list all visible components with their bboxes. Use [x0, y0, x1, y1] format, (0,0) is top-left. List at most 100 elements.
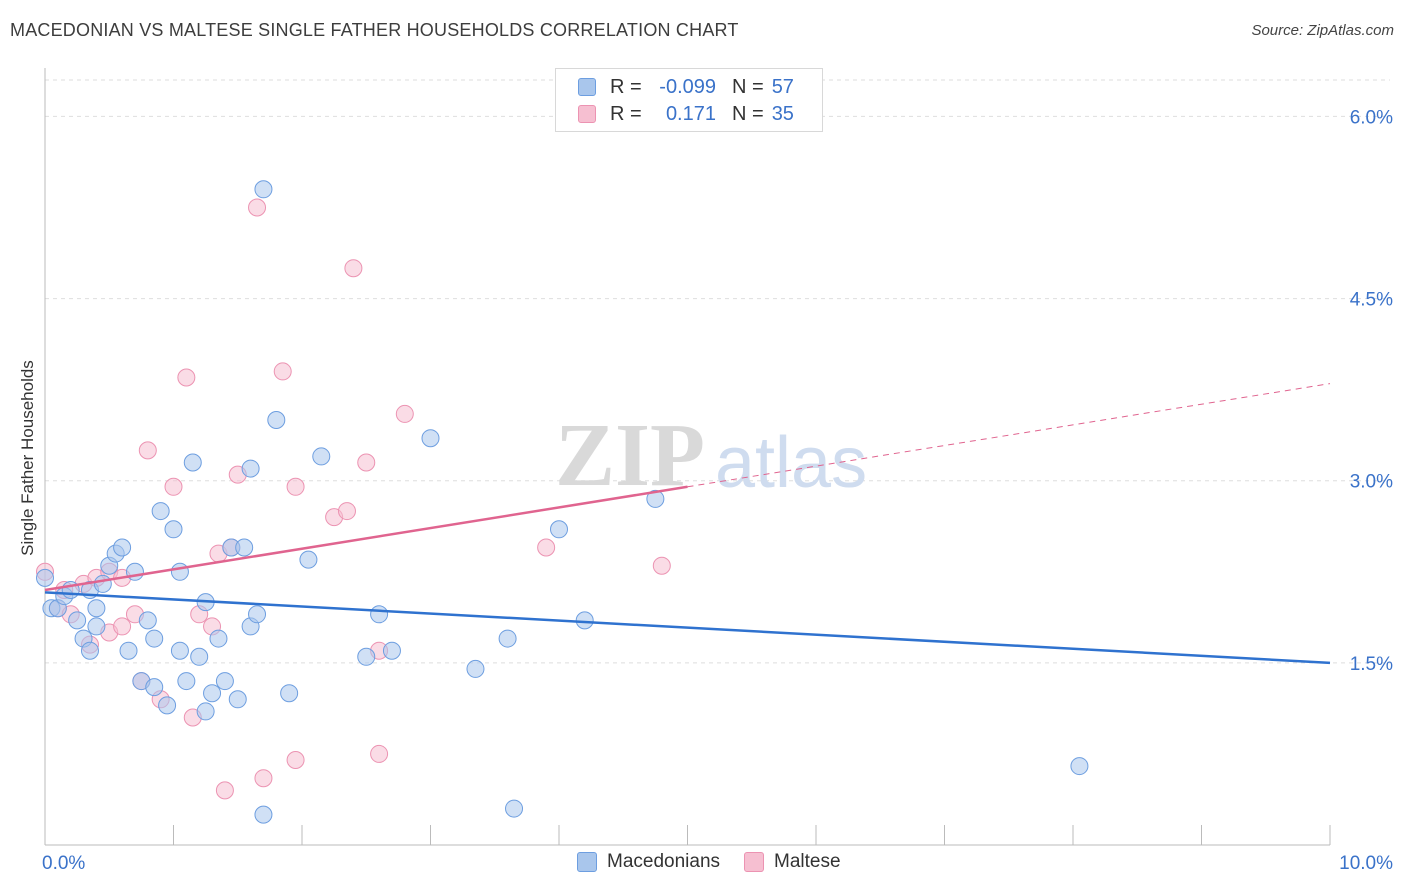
point-macedonians	[196, 702, 215, 721]
point-macedonians	[505, 799, 524, 818]
point-macedonians	[113, 538, 132, 557]
point-macedonians	[299, 550, 318, 569]
watermark-atlas: atlas	[715, 423, 867, 503]
point-maltese	[652, 556, 671, 575]
y-axis-label: Single Father Households	[18, 360, 37, 556]
point-macedonians	[421, 429, 440, 448]
legend-swatch-maltese	[744, 852, 765, 872]
axes	[44, 68, 1331, 846]
point-macedonians	[1070, 757, 1089, 776]
watermark-zip: ZIP	[555, 406, 705, 505]
point-macedonians	[170, 641, 189, 660]
legend-r-value: -0.099	[659, 75, 716, 98]
legend-swatch-macedonians	[577, 852, 597, 872]
point-macedonians	[138, 611, 157, 630]
point-macedonians	[87, 617, 106, 636]
x-tick-label: 10.0%	[1339, 853, 1393, 874]
legend-n-value: 35	[771, 102, 794, 125]
point-macedonians	[646, 489, 665, 508]
point-macedonians	[235, 538, 254, 557]
point-macedonians	[183, 453, 202, 472]
point-maltese	[370, 744, 389, 763]
point-maltese	[248, 198, 267, 217]
legend-n-label: N =	[732, 102, 764, 125]
point-macedonians	[36, 568, 54, 587]
point-macedonians	[151, 502, 170, 521]
point-macedonians	[575, 611, 594, 630]
point-macedonians	[228, 690, 247, 709]
y-tick-label: 3.0%	[1350, 472, 1393, 493]
point-macedonians	[550, 520, 568, 539]
legend-r-label: R =	[610, 75, 642, 98]
point-maltese	[164, 477, 183, 496]
watermark: ZIP atlas	[555, 406, 867, 505]
gridlines	[45, 79, 1390, 664]
tick-labels: 1.5% 3.0% 4.5% 6.0% 0.0% 10.0%	[42, 107, 1393, 874]
point-macedonians	[312, 447, 331, 466]
y-tick-label: 4.5%	[1350, 290, 1393, 311]
stats-legend: R = -0.099 N = 57 R = 0.171 N = 35	[555, 68, 823, 132]
point-maltese	[537, 538, 556, 557]
point-maltese	[337, 502, 356, 521]
series-legend: Macedonians Maltese	[577, 851, 865, 873]
point-maltese	[286, 751, 305, 769]
point-macedonians	[267, 411, 286, 429]
trend-line-macedonians	[44, 591, 1331, 665]
point-macedonians	[254, 805, 273, 824]
legend-r-value: 0.171	[665, 102, 716, 125]
legend-swatch-maltese	[578, 105, 596, 123]
legend-r-label: R =	[610, 102, 642, 125]
chart-title: MACEDONIAN VS MALTESE SINGLE FATHER HOUS…	[10, 20, 739, 40]
point-maltese	[344, 259, 363, 278]
y-tick-label: 6.0%	[1350, 107, 1393, 128]
point-macedonians	[68, 611, 87, 630]
point-maltese	[254, 769, 273, 788]
point-maltese	[215, 781, 234, 800]
x-tick-label: 0.0%	[42, 853, 85, 874]
legend-label-maltese: Maltese	[774, 851, 841, 872]
point-maltese	[113, 617, 132, 636]
point-macedonians	[357, 647, 376, 666]
point-macedonians	[254, 180, 273, 199]
legend-swatch-macedonians	[578, 78, 596, 96]
point-maltese	[138, 441, 157, 460]
point-macedonians	[190, 647, 209, 666]
point-maltese	[273, 362, 292, 381]
legend-item-macedonians: Macedonians	[577, 851, 720, 873]
point-maltese	[286, 477, 305, 496]
point-maltese	[177, 368, 196, 387]
legend-n-label: N =	[732, 75, 764, 98]
point-macedonians	[145, 629, 164, 648]
trend-line-maltese	[44, 485, 688, 592]
point-macedonians	[87, 599, 106, 618]
point-macedonians	[119, 641, 138, 660]
point-macedonians	[466, 659, 485, 678]
point-macedonians	[370, 605, 389, 624]
point-maltese	[395, 404, 414, 423]
legend-item-maltese: Maltese	[744, 851, 841, 873]
y-tick-label: 1.5%	[1350, 654, 1393, 675]
point-macedonians	[209, 629, 228, 648]
point-macedonians	[170, 562, 189, 581]
point-macedonians	[93, 574, 112, 593]
point-macedonians	[215, 672, 234, 691]
point-macedonians	[382, 641, 401, 660]
point-macedonians	[203, 684, 222, 703]
point-macedonians	[280, 684, 299, 703]
source-label: Source: ZipAtlas.com	[1251, 22, 1394, 39]
point-macedonians	[498, 629, 517, 648]
point-maltese	[357, 453, 376, 472]
legend-row-maltese: R = 0.171 N = 35	[578, 101, 794, 127]
point-macedonians	[80, 641, 99, 660]
point-macedonians	[248, 605, 267, 624]
point-macedonians	[164, 520, 183, 539]
point-macedonians	[241, 459, 260, 478]
point-macedonians	[158, 696, 177, 715]
legend-n-value: 57	[771, 75, 794, 98]
legend-row-macedonians: R = -0.099 N = 57	[578, 74, 794, 100]
point-macedonians	[177, 672, 196, 691]
trend-line-maltese-extension	[687, 383, 1331, 488]
legend-label-macedonians: Macedonians	[607, 851, 721, 872]
trend-lines	[44, 383, 1331, 665]
